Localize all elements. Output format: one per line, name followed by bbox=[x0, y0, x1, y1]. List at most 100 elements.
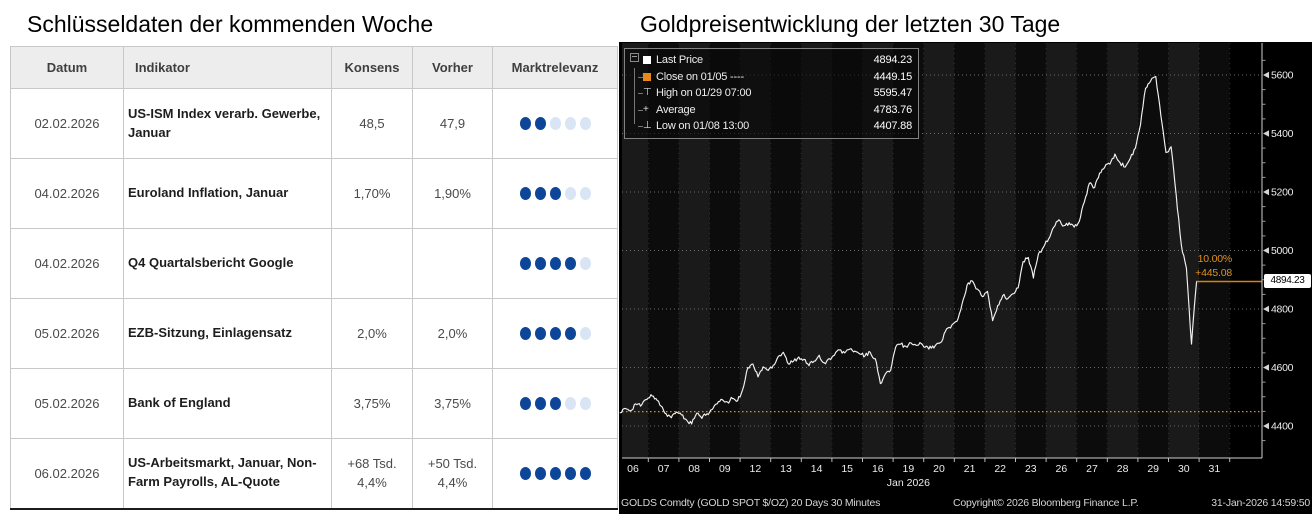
cell-vorher: 2,0% bbox=[412, 298, 493, 369]
col-header-marktrelevanz: Marktrelevanz bbox=[492, 46, 618, 89]
relevance-dots bbox=[497, 257, 613, 270]
cell-indikator: Euroland Inflation, Januar bbox=[123, 158, 332, 229]
y-axis-labels: 4400 4600 4800 5000 5200 5400 5600 bbox=[1263, 70, 1294, 433]
relevance-dot-filled bbox=[519, 466, 531, 480]
cell-vorher: 47,9 bbox=[412, 88, 493, 159]
average-marker-icon: + bbox=[643, 103, 649, 115]
cell-marktrelevanz bbox=[492, 158, 618, 229]
x-axis-ticks bbox=[647, 458, 1231, 462]
relevance-dots bbox=[497, 117, 613, 130]
cell-datum: 05.02.2026 bbox=[10, 298, 124, 369]
legend-collapse-icon bbox=[630, 53, 639, 62]
svg-text:19: 19 bbox=[903, 463, 915, 475]
relevance-dots bbox=[497, 327, 613, 340]
col-header-indikator: Indikator bbox=[123, 46, 332, 89]
cell-vorher bbox=[412, 228, 493, 299]
cell-indikator: EZB-Sitzung, Einlagensatz bbox=[123, 298, 332, 369]
table-row: 04.02.2026 Q4 Quartalsbericht Google bbox=[10, 228, 618, 299]
relevance-dots bbox=[497, 187, 613, 200]
cell-konsens bbox=[331, 228, 413, 299]
cell-marktrelevanz bbox=[492, 298, 618, 369]
cell-konsens: 48,5 bbox=[331, 88, 413, 159]
change-annotation: 10.00% +445.08 bbox=[1195, 253, 1232, 280]
relevance-dot-empty bbox=[579, 187, 591, 200]
relevance-dot-filled bbox=[564, 257, 576, 270]
relevance-dot-filled bbox=[534, 117, 546, 130]
relevance-dot-filled bbox=[519, 327, 531, 340]
svg-text:15: 15 bbox=[841, 463, 853, 475]
svg-text:23: 23 bbox=[1025, 463, 1037, 475]
chart-legend: Last Price 4894.23 Close on 01/05 ---- 4… bbox=[624, 48, 919, 139]
relevance-dot-empty bbox=[579, 397, 591, 410]
relevance-dot-empty bbox=[564, 117, 576, 130]
relevance-dot-filled bbox=[564, 327, 576, 340]
low-marker-icon: ⊥ bbox=[643, 120, 652, 132]
relevance-dot-filled bbox=[534, 397, 546, 410]
close-line-swatch-icon bbox=[643, 72, 656, 81]
svg-text:4800: 4800 bbox=[1271, 304, 1294, 316]
svg-text:12: 12 bbox=[750, 463, 762, 475]
relevance-dot-empty bbox=[564, 187, 576, 200]
relevance-dot-filled bbox=[564, 466, 576, 480]
svg-text:06: 06 bbox=[627, 463, 639, 475]
change-percent: 10.00% bbox=[1197, 253, 1233, 265]
relevance-dot-filled bbox=[534, 187, 546, 200]
relevance-dot-empty bbox=[579, 327, 591, 340]
relevance-dot-filled bbox=[534, 327, 546, 340]
relevance-dot-filled bbox=[519, 187, 531, 200]
legend-label: Close on 01/05 ---- bbox=[656, 70, 744, 83]
svg-text:07: 07 bbox=[658, 463, 670, 475]
relevance-dot-filled bbox=[534, 466, 546, 480]
relevance-dot-filled bbox=[519, 397, 531, 410]
cell-konsens: 1,70% bbox=[331, 158, 413, 229]
table-row: 05.02.2026 EZB-Sitzung, Einlagensatz 2,0% 2… bbox=[10, 298, 618, 369]
col-header-datum: Datum bbox=[10, 46, 124, 89]
relevance-dot-empty bbox=[579, 257, 591, 270]
chart-footer: GOLDS Comdty (GOLD SPOT $/OZ) 20 Days 30… bbox=[621, 497, 1310, 512]
change-absolute: +445.08 bbox=[1195, 266, 1232, 279]
legend-label: Low on 01/08 13:00 bbox=[656, 120, 750, 133]
table-header-row: Datum Indikator Konsens Vorher Marktrele… bbox=[10, 46, 618, 89]
relevance-dot-filled bbox=[549, 257, 561, 270]
legend-row-high: ⊤ High on 01/29 07:00 5595.47 bbox=[629, 85, 912, 102]
cell-konsens: 3,75% bbox=[331, 368, 413, 439]
legend-label: Average bbox=[656, 103, 696, 116]
legend-value: 4407.88 bbox=[873, 120, 913, 133]
legend-label: Last Price bbox=[656, 54, 703, 67]
relevance-dot-filled bbox=[534, 257, 546, 270]
legend-row-average: + Average 4783.76 bbox=[629, 102, 912, 119]
cell-konsens: +68 Tsd. 4,4% bbox=[331, 438, 413, 509]
svg-text:21: 21 bbox=[964, 463, 976, 475]
cell-marktrelevanz bbox=[492, 88, 618, 159]
horizontal-gridlines bbox=[622, 74, 1262, 427]
high-marker-icon: ⊤ bbox=[643, 87, 652, 99]
legend-row-low: ⊥ Low on 01/08 13:00 4407.88 bbox=[629, 118, 912, 135]
svg-text:27: 27 bbox=[1086, 463, 1098, 475]
svg-text:5600: 5600 bbox=[1271, 70, 1294, 82]
svg-text:31: 31 bbox=[1209, 463, 1221, 475]
cell-marktrelevanz bbox=[492, 368, 618, 439]
key-data-title: Schlüsseldaten der kommenden Woche bbox=[27, 11, 434, 37]
svg-text:5000: 5000 bbox=[1271, 245, 1294, 257]
legend-label: High on 01/29 07:00 bbox=[656, 87, 752, 100]
svg-text:28: 28 bbox=[1117, 463, 1129, 475]
relevance-dot-empty bbox=[579, 117, 591, 130]
table-row: 05.02.2026 Bank of England 3,75% 3,75% bbox=[10, 368, 618, 439]
relevance-dot-filled bbox=[549, 187, 561, 200]
cell-datum: 04.02.2026 bbox=[10, 228, 124, 299]
svg-text:30: 30 bbox=[1178, 463, 1190, 475]
bloomberg-gold-chart: 4400 4600 4800 5000 5200 5400 5600 06 07 08 09 12 13… bbox=[619, 42, 1312, 514]
relevance-dot-empty bbox=[549, 117, 561, 130]
svg-text:22: 22 bbox=[994, 463, 1006, 475]
relevance-dot-filled bbox=[519, 117, 531, 130]
relevance-dot-empty bbox=[564, 397, 576, 410]
cell-datum: 06.02.2026 bbox=[10, 438, 124, 509]
cell-vorher: 1,90% bbox=[412, 158, 493, 229]
col-header-konsens: Konsens bbox=[331, 46, 413, 89]
cell-datum: 05.02.2026 bbox=[10, 368, 124, 439]
svg-text:14: 14 bbox=[811, 463, 823, 475]
footer-copyright: Copyright© 2026 Bloomberg Finance L.P. bbox=[952, 497, 1139, 509]
svg-text:26: 26 bbox=[1056, 463, 1068, 475]
cell-indikator: Q4 Quartalsbericht Google bbox=[123, 228, 332, 299]
svg-text:4600: 4600 bbox=[1271, 362, 1294, 374]
